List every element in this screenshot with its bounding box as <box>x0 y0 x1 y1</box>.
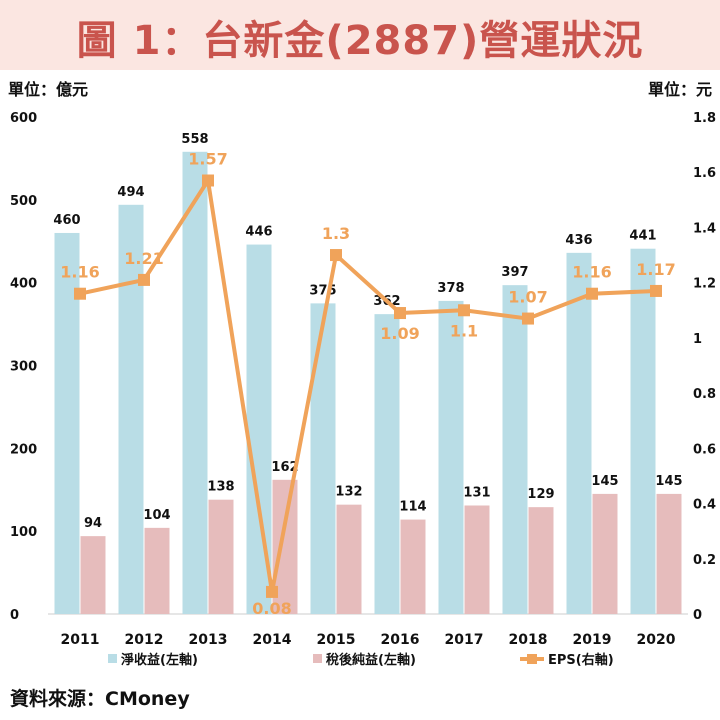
right-tick-label: 0.8 <box>693 387 716 402</box>
left-tick-label: 500 <box>10 194 37 209</box>
category-label: 2015 <box>317 632 356 648</box>
profit-data-label: 131 <box>463 485 490 500</box>
eps-point <box>650 284 662 297</box>
profit-data-label: 162 <box>271 460 298 475</box>
left-tick-label: 0 <box>10 608 19 623</box>
eps-data-label: 1.21 <box>124 249 163 268</box>
revenue-data-label: 375 <box>309 283 336 298</box>
legend-label-eps: EPS(右軸) <box>548 652 614 668</box>
profit-bar <box>464 505 490 614</box>
profit-bar <box>80 536 106 614</box>
right-tick-label: 1.6 <box>693 166 716 181</box>
revenue-bar <box>374 314 400 614</box>
category-label: 2018 <box>509 632 548 648</box>
left-tick-label: 200 <box>10 442 37 457</box>
revenue-bar <box>182 151 208 615</box>
profit-data-label: 132 <box>335 485 362 500</box>
revenue-bar <box>438 300 464 614</box>
right-tick-label: 1.4 <box>693 221 716 236</box>
category-label: 2019 <box>573 632 612 648</box>
profit-data-label: 129 <box>527 487 554 502</box>
eps-data-label: 1.16 <box>60 263 99 282</box>
revenue-data-label: 446 <box>245 225 272 240</box>
eps-line <box>79 178 657 594</box>
eps-data-label: 1.1 <box>450 321 478 340</box>
eps-data-label: 1.57 <box>188 150 227 169</box>
left-tick-label: 400 <box>10 277 37 292</box>
source-label: 資料來源：CMoney <box>10 688 190 710</box>
revenue-data-label: 378 <box>437 281 464 296</box>
revenue-data-label: 460 <box>53 213 80 228</box>
eps-data-label: 1.17 <box>636 260 675 279</box>
profit-bar <box>400 519 426 614</box>
profit-data-label: 104 <box>143 508 170 523</box>
legend-swatch-profit <box>313 654 322 663</box>
revenue-data-label: 558 <box>181 132 208 147</box>
legend-label-revenue: 淨收益(左軸) <box>121 652 198 668</box>
eps-point <box>458 304 470 317</box>
right-tick-label: 0.2 <box>693 553 716 568</box>
eps-data-label: 1.07 <box>508 288 547 307</box>
profit-bar <box>528 507 554 614</box>
revenue-data-label: 436 <box>565 233 592 248</box>
left-tick-label: 100 <box>10 525 37 540</box>
right-tick-label: 0 <box>693 608 702 623</box>
profit-bar <box>208 499 234 614</box>
profit-bar <box>144 527 170 614</box>
profit-data-label: 145 <box>655 474 682 489</box>
right-tick-label: 0.6 <box>693 442 716 457</box>
revenue-bar <box>630 248 656 614</box>
eps-point <box>394 307 406 320</box>
category-label: 2016 <box>381 632 420 648</box>
eps-data-label: 1.16 <box>572 263 611 282</box>
eps-point <box>586 287 598 300</box>
category-label: 2012 <box>125 632 164 648</box>
revenue-bar <box>502 285 528 614</box>
title-banner <box>0 0 720 70</box>
right-tick-label: 1 <box>693 332 702 347</box>
profit-data-label: 114 <box>399 500 426 515</box>
profit-data-label: 145 <box>591 474 618 489</box>
eps-data-label: 1.3 <box>322 224 350 243</box>
profit-data-label: 138 <box>207 480 234 495</box>
category-label: 2011 <box>61 632 100 648</box>
eps-point <box>330 249 342 262</box>
category-label: 2017 <box>445 632 484 648</box>
right-axis-unit: 單位：元 <box>647 80 712 99</box>
legend-label-profit: 稅後純益(左軸) <box>326 652 416 668</box>
revenue-bar <box>310 303 336 614</box>
legend-marker-eps <box>527 654 537 664</box>
eps-point <box>202 174 214 187</box>
revenue-data-label: 441 <box>629 229 656 244</box>
revenue-data-label: 397 <box>501 265 528 280</box>
left-tick-label: 300 <box>10 360 37 375</box>
category-label: 2013 <box>189 632 228 648</box>
left-tick-label: 600 <box>10 111 37 126</box>
category-label: 2020 <box>637 632 676 648</box>
profit-bar <box>656 493 682 614</box>
legend-swatch-revenue <box>108 654 117 663</box>
revenue-data-label: 494 <box>117 185 144 200</box>
right-tick-label: 1.2 <box>693 277 716 292</box>
profit-bar <box>336 504 362 614</box>
profit-data-label: 94 <box>84 516 102 531</box>
profit-bar <box>592 493 618 614</box>
revenue-bar <box>118 204 144 614</box>
eps-point <box>138 273 150 286</box>
eps-point <box>266 585 278 598</box>
chart-title: 圖 1：台新金(2887)營運狀況 <box>76 18 644 64</box>
eps-point <box>74 287 86 300</box>
right-tick-label: 1.8 <box>693 111 716 126</box>
eps-data-label: 0.08 <box>252 599 291 618</box>
category-label: 2014 <box>253 632 292 648</box>
left-axis-unit: 單位：億元 <box>8 80 89 99</box>
eps-data-label: 1.09 <box>380 324 419 343</box>
revenue-bar <box>566 252 592 614</box>
eps-point <box>522 312 534 325</box>
right-tick-label: 0.4 <box>693 498 716 513</box>
